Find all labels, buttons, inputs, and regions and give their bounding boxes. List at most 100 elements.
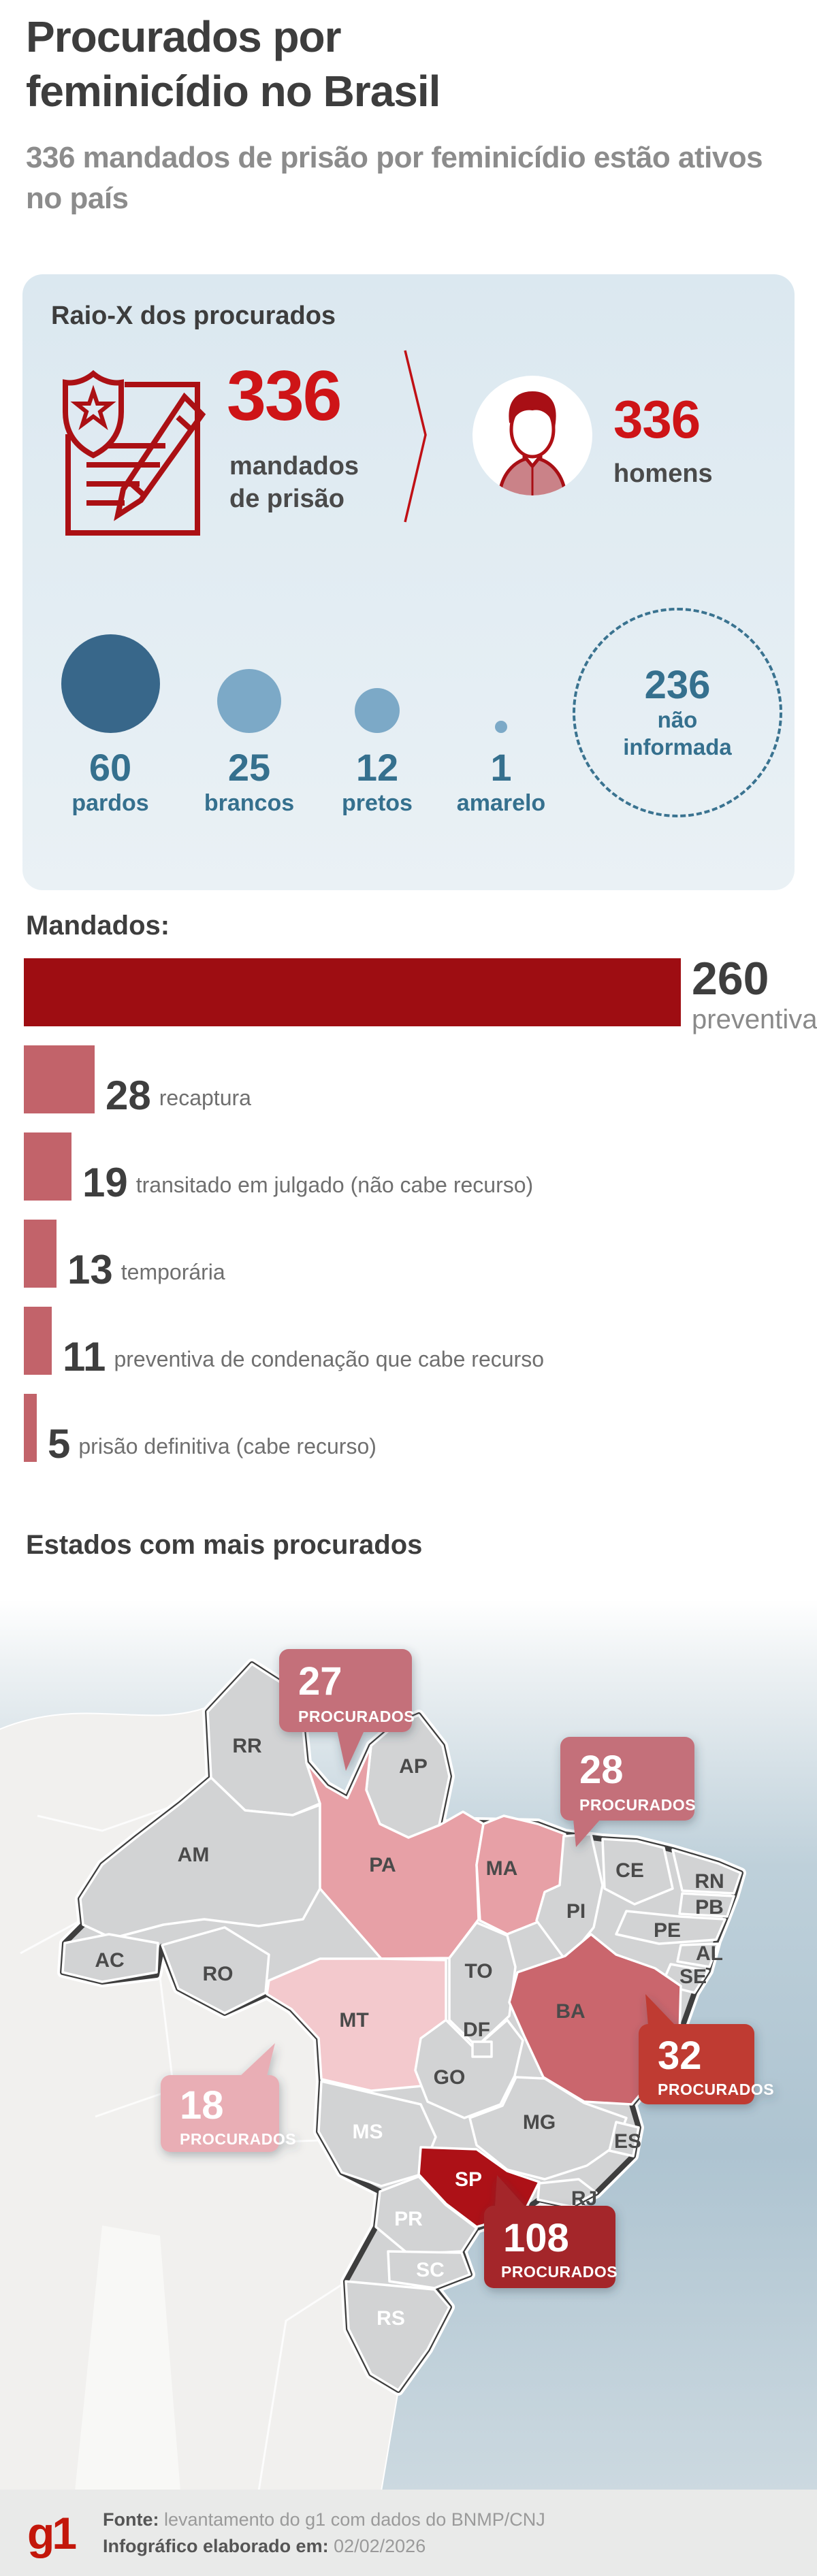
race-col-pretos: 12 pretos: [299, 623, 455, 819]
state-AC: [61, 1933, 159, 1983]
state-label-PR: PR: [394, 2208, 423, 2230]
states-group: [61, 1663, 742, 2392]
amarelo-circle: [495, 721, 507, 733]
chevron-divider-icon: [404, 350, 427, 523]
state-GO: [414, 2019, 524, 2119]
state-label-SE: SE: [679, 1966, 707, 1988]
page-title-line2: feminicídio no Brasil: [26, 67, 440, 116]
warrants-label-line2: de prisão: [229, 485, 345, 513]
andes-strip: [75, 2226, 180, 2491]
not-informed-count: 236: [644, 663, 711, 707]
warrants-label-line1: mandados: [229, 452, 359, 480]
bar-preventiva: [24, 958, 681, 1026]
race-col-pardos: 60 pardos: [32, 623, 189, 819]
bar-definitiva: [24, 1394, 37, 1462]
state-label-MA: MA: [486, 1857, 518, 1880]
callout-BA: 32 PROCURADOS: [639, 1994, 774, 2104]
state-label-AL: AL: [696, 1942, 723, 1965]
man-avatar-icon: [472, 376, 592, 495]
warrant-shield-document-pen-icon: [63, 370, 206, 536]
state-label-MT: MT: [339, 2009, 368, 2032]
footer-date-text: 02/02/2026: [328, 2535, 426, 2556]
state-labels-group: RR AP AM PA MA PI CE RN PB PE AL SE AC R…: [95, 1735, 724, 2330]
amarelo-count: 1: [490, 746, 512, 789]
callout-MA-value: 28: [579, 1748, 624, 1792]
state-label-BA: BA: [556, 2000, 585, 2023]
state-label-SC: SC: [416, 2259, 445, 2281]
bar-preventiva-condenacao: [24, 1307, 52, 1375]
callout-SP-tail: [495, 2175, 526, 2207]
bar-preventiva-value: 260: [692, 953, 769, 1005]
brancos-label: brancos: [204, 790, 295, 816]
callout-MT-tail: [240, 2043, 275, 2076]
state-label-RS: RS: [377, 2307, 405, 2330]
bar-transitado: [24, 1132, 71, 1201]
callout-SP: 108 PROCURADOS: [484, 2175, 618, 2288]
warrants-label: mandados de prisão: [229, 450, 359, 515]
callout-MT-value: 18: [180, 2083, 224, 2127]
bar-transitado-value: 19: [82, 1160, 128, 1205]
state-label-PA: PA: [369, 1854, 396, 1876]
bar-recaptura: [24, 1045, 95, 1113]
callout-BA-value: 32: [658, 2034, 702, 2078]
callout-BA-label: PROCURADOS: [658, 2081, 774, 2098]
state-DF: [471, 2040, 493, 2058]
callout-BA-tail: [645, 1994, 675, 2025]
callout-MA-box: [560, 1737, 694, 1821]
state-label-PB: PB: [695, 1896, 724, 1919]
bar-row-definitiva: 5 prisão definitiva (cabe recurso): [24, 1394, 814, 1467]
state-SC: [387, 2250, 471, 2289]
state-RN: [671, 1848, 742, 1895]
state-PB: [678, 1892, 735, 1918]
race-circle-box: [171, 623, 327, 733]
bar-recaptura-label: recaptura: [159, 1086, 251, 1110]
pretos-circle: [355, 688, 400, 733]
bar-row-temporaria: 13 temporária: [24, 1220, 814, 1292]
callout-MT: 18 PROCURADOS: [161, 2043, 296, 2152]
bar-temporaria-value: 13: [67, 1247, 113, 1292]
state-label-AP: AP: [399, 1755, 428, 1778]
bar-row-transitado: 19 transitado em julgado (não cabe recur…: [24, 1132, 814, 1205]
callout-SP-value: 108: [503, 2216, 569, 2260]
bar-definitiva-value: 5: [48, 1421, 71, 1467]
callout-PA-tail: [337, 1731, 364, 1771]
not-informed-label: não informada: [623, 706, 732, 761]
callout-MA-label: PROCURADOS: [579, 1796, 696, 1814]
men-count: 336: [613, 389, 701, 449]
footer-source: Fonte: levantamento do g1 com dados do B…: [103, 2507, 545, 2560]
bar-definitiva-label: prisão definitiva (cabe recurso): [78, 1434, 377, 1458]
race-circle-box: [423, 623, 579, 733]
state-AL: [676, 1942, 720, 1968]
state-RJ: [536, 2178, 598, 2208]
bar-preventiva-condenacao-label: preventiva de condenação que cabe recurs…: [114, 1347, 544, 1371]
bar-preventiva-condenacao-value: 11: [63, 1334, 106, 1380]
not-informed-line2: informada: [623, 734, 732, 760]
raio-x-card: Raio-X dos procurados 336 mandados de pr…: [22, 274, 795, 890]
mandados-title: Mandados:: [26, 911, 170, 941]
state-ES: [608, 2121, 640, 2157]
state-PE: [615, 1910, 726, 1945]
warrants-count: 336: [227, 357, 342, 436]
callout-BA-box: [639, 2024, 754, 2104]
race-col-amarelo: 1 amarelo: [423, 623, 579, 819]
callouts-group: 27 PROCURADOS 28 PROCURADOS 32 PROCURADO…: [161, 1649, 774, 2288]
state-label-AM: AM: [178, 1844, 210, 1866]
state-label-PE: PE: [654, 1919, 681, 1942]
state-RO: [161, 1926, 270, 2015]
bar-preventiva-label: preventiva: [692, 1005, 817, 1034]
state-label-RN: RN: [694, 1870, 724, 1893]
callout-PA-label: PROCURADOS: [298, 1708, 415, 1725]
page-title-line1: Procurados por: [26, 12, 342, 61]
amarelo-label: amarelo: [456, 790, 546, 816]
not-informed-dashed-circle: 236 não informada: [573, 608, 782, 817]
page-title: Procurados por feminicídio no Brasil: [26, 10, 775, 118]
state-label-AC: AC: [95, 1949, 124, 1972]
state-label-CE: CE: [615, 1859, 644, 1882]
brancos-circle: [217, 669, 281, 733]
state-PA: [305, 1744, 485, 1960]
footer-date-label: Infográfico elaborado em:: [103, 2535, 329, 2556]
footer-source-text: levantamento do g1 com dados do BNMP/CNJ: [159, 2509, 545, 2530]
page-subtitle: 336 mandados de prisão por feminicídio e…: [26, 141, 763, 215]
state-CE: [601, 1838, 674, 1906]
race-col-brancos: 25 brancos: [171, 623, 327, 819]
